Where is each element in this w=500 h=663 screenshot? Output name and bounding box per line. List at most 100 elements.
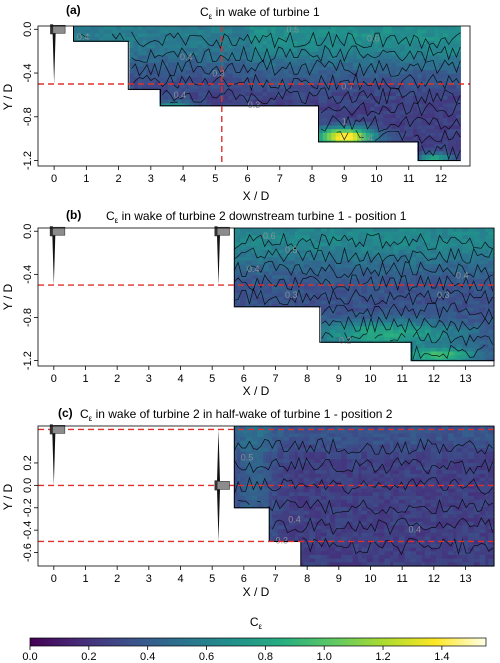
heatmap-cell	[275, 99, 281, 104]
heatmap-cell	[365, 51, 371, 57]
heatmap-cell	[364, 271, 368, 276]
heatmap-cell	[417, 147, 423, 152]
heatmap-cell	[326, 304, 331, 309]
heatmap-cell	[395, 231, 400, 236]
heatmap-cell	[462, 297, 466, 302]
heatmap-cell	[361, 289, 365, 294]
heatmap-cell	[277, 260, 282, 265]
heatmap-cell	[374, 114, 380, 119]
heatmap-cell	[456, 358, 460, 362]
heatmap-cell	[202, 66, 208, 71]
heatmap-cell	[260, 249, 264, 255]
heatmap-cell	[476, 231, 481, 236]
heatmap-cell	[198, 73, 204, 79]
heatmap-cell	[348, 110, 354, 116]
heatmap-cell	[322, 110, 328, 116]
heatmap-cell	[142, 62, 148, 68]
heatmap-cell	[327, 62, 332, 68]
heatmap-cell	[387, 37, 393, 42]
heatmap-cell	[407, 329, 411, 334]
heatmap-cell	[266, 304, 270, 308]
heatmap-cell	[425, 96, 431, 101]
heatmap-cell	[176, 84, 182, 90]
heatmap-cell	[258, 96, 264, 101]
heatmap-cell	[358, 238, 362, 244]
heatmap-cell	[361, 59, 367, 64]
heatmap-cell	[335, 315, 339, 320]
heatmap-cell	[172, 81, 178, 86]
heatmap-cell	[390, 340, 394, 343]
heatmap-cell	[249, 44, 255, 49]
heatmap-cell	[390, 278, 394, 284]
heatmap-cell	[223, 51, 229, 57]
heatmap-cell	[450, 293, 455, 298]
heatmap-cell	[223, 48, 229, 53]
heatmap-cell	[375, 289, 380, 294]
heatmap-cell	[390, 326, 394, 331]
heatmap-cell	[352, 253, 357, 258]
heatmap-cell	[447, 311, 452, 316]
heatmap-cell	[326, 249, 331, 255]
heatmap-cell	[327, 114, 332, 119]
heatmap-cell	[352, 329, 357, 334]
heatmap-cell	[335, 282, 339, 287]
heatmap-cell	[249, 59, 255, 64]
heatmap-cell	[266, 99, 272, 104]
heatmap-cell	[223, 55, 229, 60]
heatmap-cell	[391, 107, 397, 112]
heatmap-cell	[421, 238, 426, 244]
heatmap-cell	[274, 231, 279, 236]
heatmap-cell	[407, 322, 411, 327]
heatmap-cell	[277, 228, 282, 233]
heatmap-cell	[338, 340, 342, 343]
heatmap-cell	[314, 84, 320, 90]
heatmap-cell	[277, 231, 282, 236]
heatmap-cell	[193, 96, 199, 101]
heatmap-cell	[245, 88, 251, 93]
heatmap-cell	[433, 315, 437, 320]
turbine-nacelle	[50, 226, 66, 236]
heatmap-cell	[219, 92, 225, 97]
heatmap-cell	[482, 336, 486, 342]
heatmap-cell	[176, 37, 182, 42]
heatmap-cell	[234, 440, 238, 446]
heatmap-cell	[400, 99, 406, 104]
heatmap-cell	[346, 318, 351, 324]
heatmap-cell	[459, 333, 463, 338]
heatmap-cell	[331, 44, 337, 49]
heatmap-cell	[279, 103, 285, 107]
heatmap-cell	[263, 286, 267, 291]
heatmap-cell	[77, 37, 83, 42]
heatmap-cell	[451, 88, 457, 93]
heatmap-cell	[365, 44, 371, 49]
heatmap-cell	[240, 289, 244, 294]
heatmap-cell	[447, 340, 452, 345]
heatmap-cell	[459, 238, 463, 244]
heatmap-cell	[163, 66, 169, 71]
heatmap-cell	[482, 326, 486, 331]
heatmap-cell	[372, 235, 377, 240]
heatmap-cell	[408, 114, 414, 119]
heatmap-cell	[443, 158, 449, 162]
heatmap-cell	[372, 275, 377, 280]
heatmap-cell	[318, 92, 324, 97]
heatmap-cell	[292, 96, 298, 101]
heatmap-cell	[456, 37, 461, 42]
heatmap-cell	[404, 242, 409, 247]
heatmap-cell	[450, 329, 455, 334]
heatmap-cell	[417, 118, 423, 123]
heatmap-cell	[257, 297, 261, 302]
heatmap-cell	[393, 311, 397, 316]
heatmap-cell	[142, 73, 148, 79]
heatmap-cell	[365, 59, 371, 64]
heatmap-cell	[215, 59, 221, 64]
heatmap-cell	[335, 293, 339, 298]
heatmap-cell	[418, 326, 423, 331]
heatmap-cell	[401, 238, 406, 244]
heatmap-cell	[339, 107, 345, 112]
heatmap-cell	[271, 293, 276, 298]
heatmap-cell	[476, 238, 481, 244]
heatmap-cell	[447, 151, 453, 156]
heatmap-cell	[277, 246, 282, 251]
heatmap-cell	[258, 73, 264, 79]
